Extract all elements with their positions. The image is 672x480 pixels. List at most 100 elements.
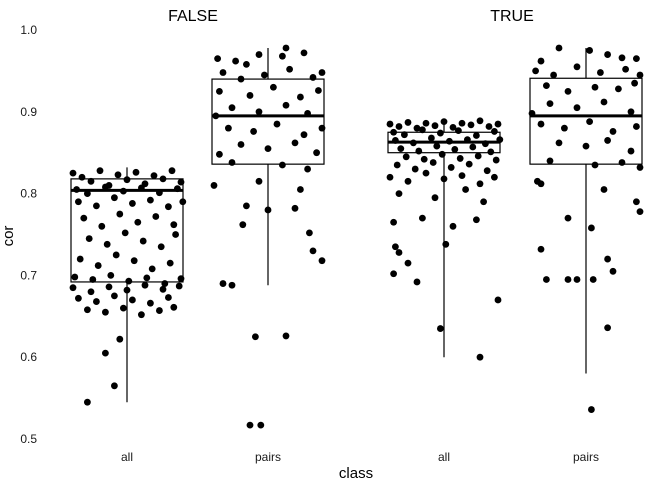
y-tick-label: 0.8 [20, 187, 37, 201]
data-point [102, 308, 109, 316]
data-point [264, 206, 272, 214]
data-point [159, 285, 167, 293]
data-point [555, 139, 563, 147]
data-point [390, 270, 397, 278]
data-point [282, 332, 290, 340]
data-point [84, 306, 91, 314]
data-point [494, 120, 502, 128]
data-point [537, 245, 545, 253]
data-point [147, 196, 154, 204]
data-point [618, 159, 626, 166]
data-point [636, 208, 644, 215]
data-point [546, 100, 554, 108]
data-point [75, 198, 82, 206]
data-point [114, 171, 122, 179]
data-point [458, 172, 466, 180]
data-point [297, 186, 304, 193]
data-point [279, 161, 286, 169]
data-point [440, 118, 448, 126]
data-point [246, 92, 254, 99]
data-point [255, 177, 263, 185]
data-point [112, 251, 120, 259]
data-point [573, 63, 581, 71]
data-point [246, 421, 254, 429]
data-point [390, 128, 397, 136]
data-point [494, 296, 502, 304]
x-tick-label: all [438, 450, 450, 464]
data-point [87, 288, 95, 296]
data-point [252, 333, 259, 341]
data-point [141, 281, 149, 289]
data-point [85, 235, 93, 242]
data-point [615, 85, 622, 93]
data-point [93, 298, 100, 305]
data-point [390, 218, 397, 226]
data-point [386, 120, 394, 128]
data-point [604, 324, 611, 332]
data-point [147, 299, 154, 307]
data-point [476, 117, 484, 125]
data-point [291, 139, 299, 147]
data-point [116, 335, 124, 343]
y-tick-label: 0.7 [20, 268, 37, 282]
data-point [313, 149, 320, 157]
data-point [633, 123, 640, 130]
data-point [93, 202, 100, 210]
data-point [449, 123, 457, 131]
data-point [586, 47, 593, 54]
data-point [402, 153, 410, 161]
data-point [456, 155, 464, 162]
data-point [166, 259, 174, 267]
data-point [152, 213, 160, 220]
data-point [232, 57, 240, 65]
x-tick-label: pairs [255, 450, 281, 464]
data-point [102, 349, 109, 357]
data-point [297, 93, 304, 101]
data-point [219, 69, 227, 76]
data-point [156, 189, 163, 197]
data-point [386, 173, 394, 181]
data-point [107, 272, 115, 279]
data-point [473, 216, 480, 224]
data-point [111, 292, 118, 300]
data-point [433, 142, 441, 150]
data-point [130, 257, 138, 265]
data-point [212, 112, 220, 120]
data-point [422, 169, 430, 177]
data-point [139, 237, 147, 245]
y-tick-label: 0.6 [20, 350, 37, 364]
data-point [228, 104, 236, 112]
data-point [428, 134, 435, 142]
data-point [255, 108, 263, 116]
data-point [172, 231, 180, 238]
data-point [591, 83, 599, 91]
data-point [318, 124, 326, 132]
data-point [228, 281, 236, 289]
data-point [87, 177, 95, 185]
data-point [393, 161, 401, 169]
data-point [75, 294, 82, 302]
data-point [476, 353, 484, 361]
data-point [528, 110, 536, 117]
data-point [129, 200, 136, 207]
data-point [309, 74, 317, 81]
data-point [71, 273, 79, 281]
data-point [573, 104, 581, 112]
data-point [225, 124, 232, 132]
data-point [159, 175, 167, 183]
data-point [177, 178, 185, 186]
data-point [449, 222, 457, 230]
data-point [228, 159, 236, 166]
data-point [273, 120, 281, 128]
data-point [422, 119, 430, 127]
data-point [102, 183, 109, 191]
data-point [243, 202, 250, 210]
data-point [404, 259, 412, 267]
data-point [120, 304, 127, 312]
data-point [78, 173, 86, 181]
data-point [168, 167, 176, 175]
data-point [631, 79, 638, 87]
data-point [537, 180, 545, 188]
data-point [419, 214, 426, 222]
